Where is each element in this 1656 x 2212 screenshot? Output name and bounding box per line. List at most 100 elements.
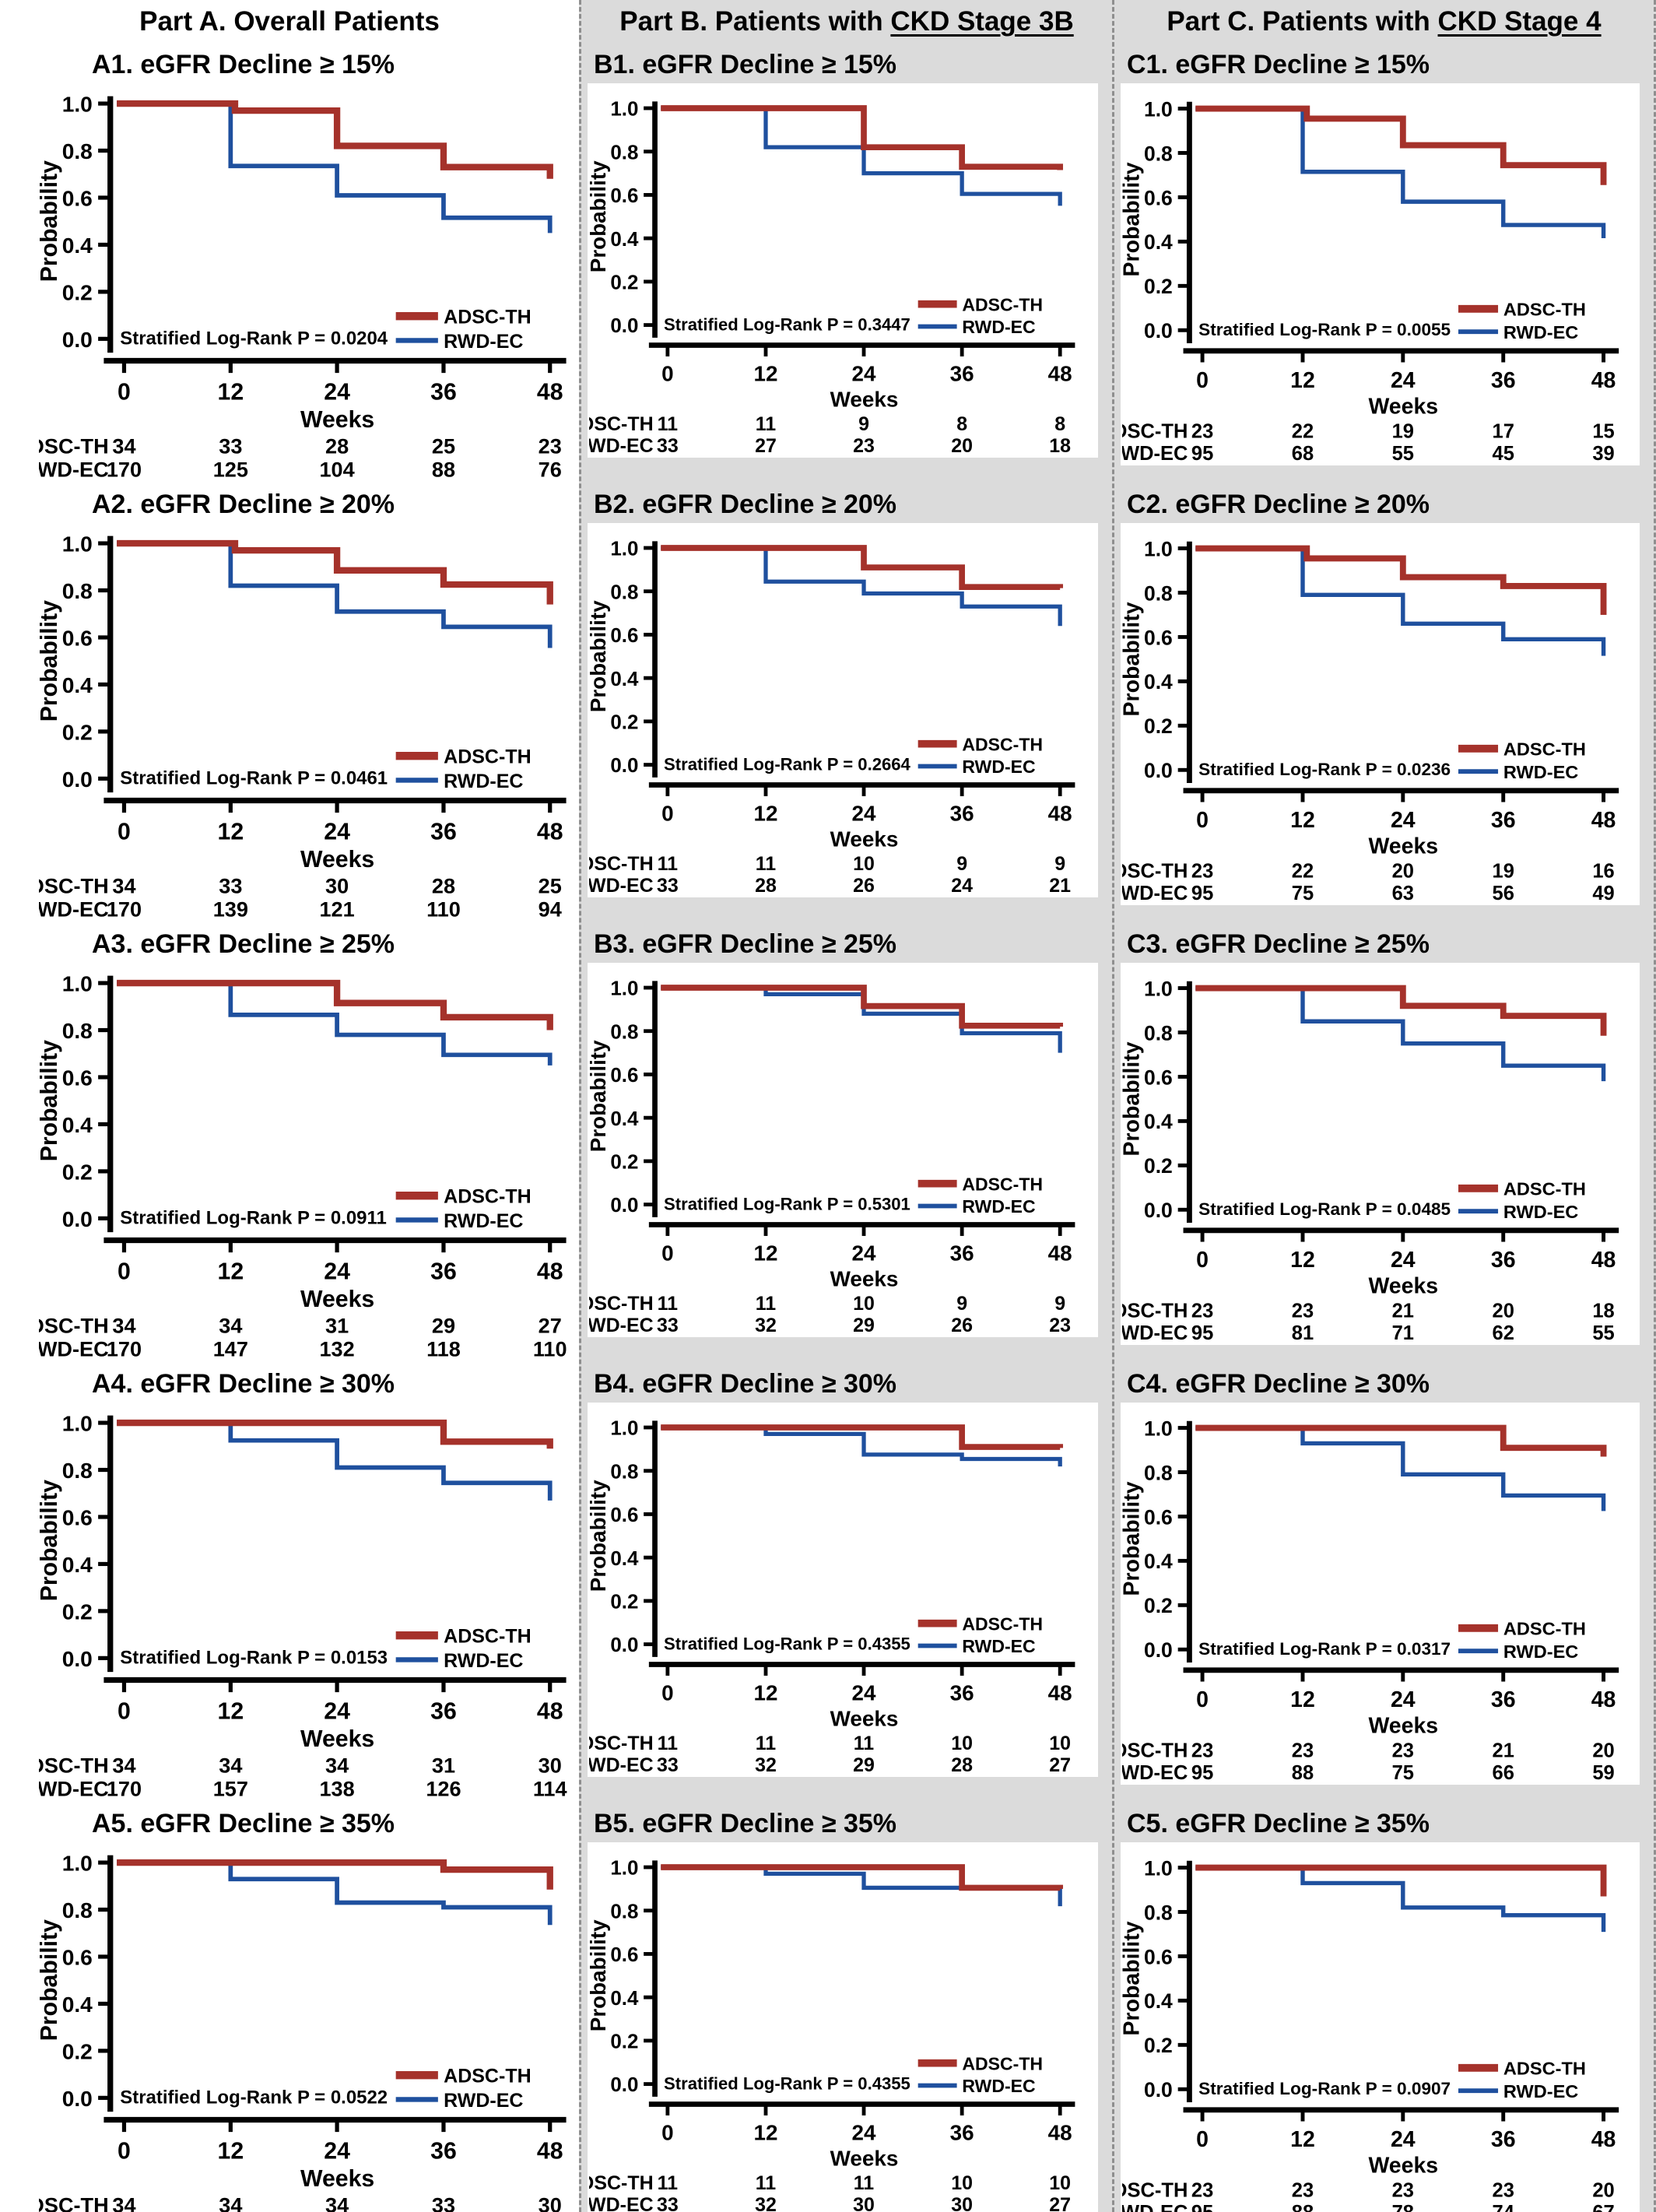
x-tick-label: 12: [754, 1241, 778, 1266]
risk-count: 23: [1191, 1740, 1213, 1762]
x-tick-label: 0: [1196, 368, 1209, 393]
x-axis-title: Weeks: [830, 387, 899, 411]
y-tick-label: 0.4: [1144, 1550, 1173, 1573]
risk-count: 88: [1292, 2202, 1314, 2212]
x-tick-label: 0: [1196, 2127, 1209, 2152]
risk-row-label: RWD-EC: [39, 897, 109, 919]
y-tick-label: 0.8: [62, 139, 93, 163]
x-axis-title: Weeks: [1368, 394, 1438, 419]
y-tick-label: 1.0: [1144, 1856, 1173, 1880]
x-tick-label: 12: [1290, 2127, 1315, 2152]
panel-A1: A1. eGFR Decline ≥ 15% 1.0 0.8 0.6 0.4 0.2 0.0…: [0, 50, 579, 483]
km-plot-A3: 1.0 0.8 0.6 0.4 0.2 0.0 Probability 0 12 24 36 48 We…: [39, 972, 567, 1359]
panel-title-C5: C5. eGFR Decline ≥ 35%: [1127, 1809, 1430, 1838]
y-tick-label: 1.0: [62, 1412, 93, 1436]
x-tick-label: 12: [218, 1699, 244, 1725]
legend-rwd-label: RWD-EC: [962, 2076, 1036, 2096]
column-c-header: Part C. Patients with CKD Stage 4: [1114, 0, 1654, 44]
x-tick-label: 48: [1048, 802, 1072, 826]
x-tick-label: 48: [1591, 1248, 1616, 1273]
y-tick-label: 1.0: [610, 539, 638, 560]
y-tick-label: 0.2: [1144, 715, 1173, 738]
x-tick-label: 24: [1391, 1687, 1416, 1712]
x-tick-label: 24: [324, 1259, 350, 1285]
x-axis: 0 12 24 36 48 Weeks: [648, 2101, 1075, 2170]
risk-count: 29: [853, 1315, 875, 1334]
risk-count: 95: [1191, 2202, 1213, 2212]
risk-count: 125: [213, 458, 248, 479]
x-tick-label: 24: [852, 2121, 876, 2145]
x-tick-label: 24: [852, 362, 876, 386]
risk-count: 33: [657, 1315, 679, 1334]
risk-count: 20: [1493, 1301, 1514, 1322]
legend: ADSC-TH RWD-EC: [917, 294, 1043, 337]
column-part-a: Part A. Overall Patients A1. eGFR Declin…: [0, 0, 579, 2212]
x-tick-label: 0: [118, 380, 131, 406]
risk-row-label: RWD-EC: [39, 458, 109, 479]
risk-count: 30: [325, 873, 349, 897]
risk-count: 32: [755, 1315, 777, 1334]
risk-row-label: RWD-EC: [1122, 883, 1188, 902]
risk-row-label: ADSC-TH: [1122, 1740, 1188, 1762]
column-c-header-text: Part C. Patients with: [1167, 6, 1438, 37]
x-tick-label: 24: [1391, 1248, 1416, 1273]
y-axis: 1.0 0.8 0.6 0.4 0.2 0.0 Probability: [39, 972, 114, 1233]
rwd-ec-curve: [1195, 1865, 1606, 1933]
risk-count: 23: [539, 434, 562, 458]
km-plot-C3: 1.0 0.8 0.6 0.4 0.2 0.0 Probability 0 12 24 36 48 We…: [1122, 977, 1619, 1342]
risk-count: 32: [755, 1754, 777, 1774]
x-axis-title: Weeks: [1368, 834, 1438, 858]
panel-card-A1: 1.0 0.8 0.6 0.4 0.2 0.0 Probability 0 12 24 36 48 We…: [0, 83, 579, 479]
panel-B1: B1. eGFR Decline ≥ 15% 1.0 0.8 0.6 0.4 0.2 0.0…: [581, 50, 1112, 483]
risk-count: 76: [539, 458, 562, 479]
risk-row-label: ADSC-TH: [589, 2172, 654, 2194]
legend-rwd-label: RWD-EC: [444, 1650, 523, 1672]
risk-table: ADSC-TH3434343330RWD-EC170158141137124: [39, 2193, 562, 2212]
legend-rwd-label: RWD-EC: [1503, 1641, 1578, 1662]
y-tick-label: 1.0: [62, 1852, 93, 1876]
y-tick-label: 0.0: [1144, 319, 1173, 342]
x-tick-label: 0: [1196, 808, 1209, 833]
y-tick-label: 0.0: [1144, 1199, 1173, 1222]
y-tick-label: 0.8: [62, 579, 93, 603]
adsc-th-curve: [117, 100, 553, 179]
log-rank-p-label: Stratified Log-Rank P = 0.0907: [1198, 2079, 1451, 2098]
risk-count: 170: [107, 458, 142, 479]
panel-title-C1: C1. eGFR Decline ≥ 15%: [1127, 50, 1430, 79]
y-tick-label: 0.2: [62, 2039, 93, 2063]
y-axis-title: Probability: [1122, 602, 1145, 716]
y-tick-label: 0.4: [62, 1993, 93, 2017]
y-tick-label: 0.6: [1144, 186, 1173, 209]
y-axis-title: Probability: [39, 600, 62, 722]
y-tick-label: 0.4: [1144, 1989, 1173, 2013]
y-tick-label: 0.2: [1144, 1594, 1173, 1617]
x-tick-label: 0: [118, 1699, 131, 1725]
rwd-ec-curve: [1195, 985, 1606, 1082]
risk-count: 56: [1493, 883, 1514, 902]
log-rank-p-label: Stratified Log-Rank P = 0.0204: [120, 328, 388, 349]
km-plot-B2: 1.0 0.8 0.6 0.4 0.2 0.0 Probability 0 12 24 36 48 We…: [589, 539, 1075, 894]
risk-count: 34: [112, 1313, 135, 1337]
y-tick-label: 0.0: [1144, 759, 1173, 782]
y-tick-label: 0.4: [1144, 230, 1173, 254]
risk-count: 11: [756, 1293, 777, 1315]
adsc-th-curve: [1195, 105, 1607, 185]
risk-count: 126: [426, 1777, 461, 1799]
y-tick-label: 0.2: [1144, 275, 1173, 298]
y-tick-label: 0.6: [610, 1505, 638, 1526]
y-tick-label: 1.0: [1144, 97, 1173, 121]
y-tick-label: 0.4: [62, 233, 93, 258]
y-tick-label: 0.6: [610, 1065, 638, 1087]
risk-count: 34: [112, 434, 135, 458]
legend-adsc-label: ADSC-TH: [962, 734, 1043, 754]
y-tick-label: 0.0: [62, 1207, 93, 1231]
x-tick-label: 24: [852, 1241, 876, 1266]
y-tick-label: 1.0: [610, 1418, 638, 1440]
x-tick-label: 0: [661, 2121, 674, 2145]
risk-row-label: RWD-EC: [589, 1754, 654, 1774]
risk-row-label: RWD-EC: [1122, 1322, 1188, 1342]
panel-A2: A2. eGFR Decline ≥ 20% 1.0 0.8 0.6 0.4 0.2 0.0…: [0, 490, 579, 923]
y-tick-label: 0.0: [1144, 1638, 1173, 1662]
risk-count: 23: [1392, 1740, 1414, 1762]
